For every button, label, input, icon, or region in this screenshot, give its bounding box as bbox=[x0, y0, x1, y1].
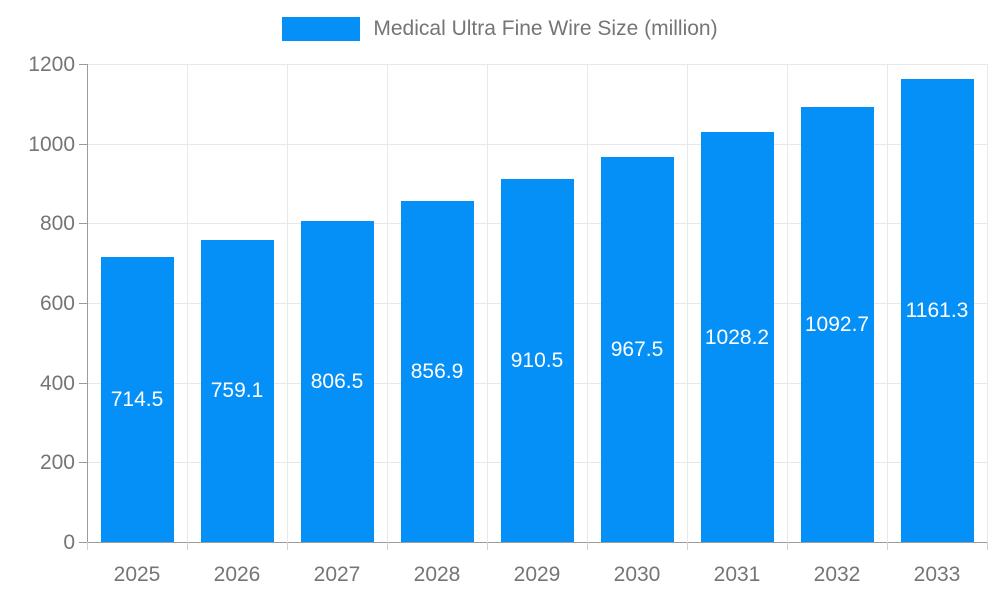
bar-value-label: 1161.3 bbox=[905, 299, 969, 323]
bar[interactable] bbox=[100, 257, 174, 542]
y-axis-line bbox=[87, 64, 88, 542]
x-grid-line bbox=[587, 64, 588, 542]
x-grid-line bbox=[387, 64, 388, 542]
x-axis-tick bbox=[787, 542, 788, 550]
bar[interactable] bbox=[500, 179, 574, 542]
bar[interactable] bbox=[800, 106, 874, 542]
y-tick-label: 400 bbox=[39, 371, 75, 395]
bar-value-label: 856.9 bbox=[410, 359, 464, 383]
bar-value-label: 759.1 bbox=[210, 379, 264, 403]
bar[interactable] bbox=[300, 220, 374, 542]
x-tick-label: 2028 bbox=[413, 563, 461, 586]
bar-value-label: 1028.2 bbox=[704, 325, 770, 349]
x-axis-tick bbox=[387, 542, 388, 550]
bar-value-label: 967.5 bbox=[610, 337, 664, 361]
x-tick-label: 2031 bbox=[713, 563, 761, 586]
x-tick-label: 2033 bbox=[913, 563, 961, 586]
x-grid-line bbox=[287, 64, 288, 542]
x-grid-line bbox=[887, 64, 888, 542]
x-axis-tick bbox=[587, 542, 588, 550]
y-tick-label: 600 bbox=[39, 292, 75, 315]
x-tick-label: 2030 bbox=[613, 563, 661, 586]
x-grid-line bbox=[687, 64, 688, 542]
y-tick-label: 0 bbox=[63, 531, 75, 554]
y-axis-tick bbox=[79, 143, 87, 145]
y-axis-tick bbox=[79, 462, 87, 464]
legend-swatch-icon bbox=[282, 17, 361, 41]
bar-value-label: 910.5 bbox=[510, 349, 564, 373]
bar[interactable] bbox=[900, 79, 974, 542]
x-grid-line bbox=[187, 64, 188, 542]
y-tick-label: 1000 bbox=[28, 132, 75, 156]
x-tick-label: 2032 bbox=[813, 563, 861, 586]
x-axis-tick bbox=[187, 542, 188, 550]
x-tick-label: 2026 bbox=[213, 563, 261, 586]
x-grid-line bbox=[787, 64, 788, 542]
x-axis-tick bbox=[687, 542, 688, 550]
y-axis-tick bbox=[79, 223, 87, 225]
x-grid-line bbox=[487, 64, 488, 542]
bar[interactable] bbox=[200, 239, 274, 542]
y-tick-label: 200 bbox=[39, 451, 75, 475]
x-tick-label: 2029 bbox=[513, 563, 561, 586]
y-axis-tick bbox=[79, 542, 87, 543]
y-axis-tick bbox=[79, 303, 87, 304]
bar-value-label: 1092.7 bbox=[804, 312, 870, 336]
bar[interactable] bbox=[600, 156, 674, 542]
y-axis-tick bbox=[79, 64, 87, 65]
x-tick-label: 2027 bbox=[313, 563, 361, 586]
bar-value-label: 806.5 bbox=[310, 369, 364, 393]
y-grid-line bbox=[87, 143, 987, 145]
bar-value-label: 714.5 bbox=[110, 388, 164, 412]
bar[interactable] bbox=[400, 200, 474, 542]
y-tick-label: 1200 bbox=[28, 53, 75, 76]
x-axis-tick bbox=[487, 542, 488, 550]
bar[interactable] bbox=[700, 132, 774, 542]
legend-label: Medical Ultra Fine Wire Size (million) bbox=[373, 17, 718, 40]
x-tick-label: 2025 bbox=[113, 563, 161, 586]
x-axis-tick bbox=[887, 542, 888, 550]
y-grid-line bbox=[87, 64, 987, 65]
x-axis-line bbox=[87, 542, 987, 543]
x-axis-tick bbox=[987, 542, 988, 550]
y-tick-label: 800 bbox=[39, 212, 75, 236]
x-grid-line bbox=[987, 64, 988, 542]
x-axis-tick bbox=[87, 542, 88, 550]
y-axis-tick bbox=[79, 382, 87, 384]
x-axis-tick bbox=[287, 542, 288, 550]
legend[interactable]: Medical Ultra Fine Wire Size (million) bbox=[0, 17, 1000, 41]
